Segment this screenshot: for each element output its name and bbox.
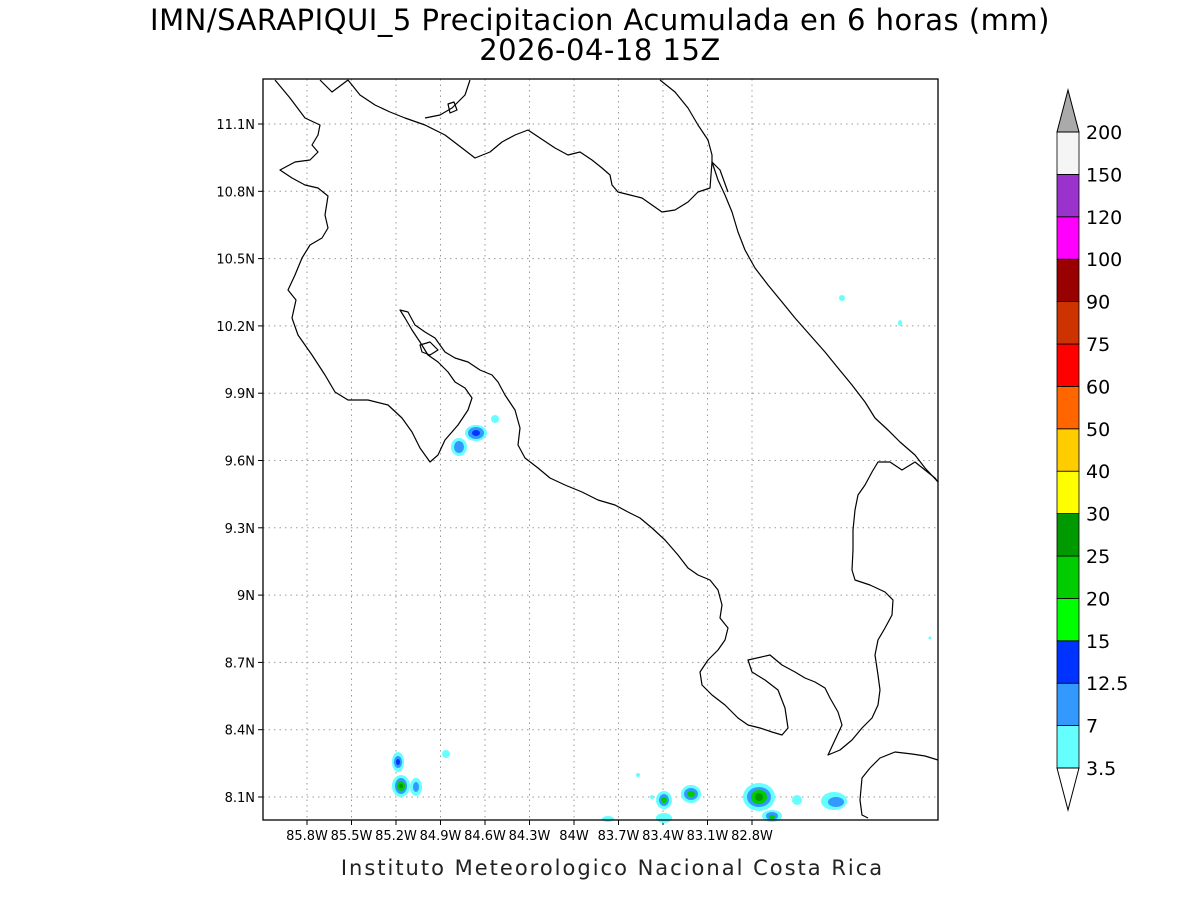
colorbar-swatch (1056, 173, 1080, 218)
lat-tick-label: 8.4N (225, 724, 255, 739)
rain-cell (602, 816, 614, 822)
colorbar-label: 20 (1086, 588, 1110, 610)
colorbar-label: 50 (1086, 419, 1110, 441)
rain-cell (792, 795, 802, 805)
lon-tick-label: 85.5W (331, 829, 373, 844)
rain-cell (636, 773, 640, 777)
chira-island (419, 341, 439, 356)
colorbar-label: 40 (1086, 461, 1110, 483)
rain-cell (656, 813, 672, 823)
rain-cell (821, 792, 847, 810)
colorbar-label: 100 (1086, 249, 1122, 271)
colorbar-label: 90 (1086, 292, 1110, 314)
colorbar-swatch (1056, 470, 1080, 515)
nicaragua-north-shore (659, 79, 713, 162)
lat-tick-label: 8.7N (225, 656, 255, 671)
lon-tick-label: 84.6W (464, 829, 506, 844)
colorbar-top-arrow (1056, 88, 1080, 133)
lat-tick-label: 9.3N (225, 522, 255, 537)
nicaragua-inland-coast (424, 79, 471, 119)
colorbar-label: 7 (1086, 716, 1098, 738)
rain-cell (743, 783, 775, 811)
colorbar-label: 200 (1086, 122, 1122, 144)
colorbar-swatch (1056, 598, 1080, 642)
lat-tick-label: 10.5N (216, 253, 255, 268)
colorbar-swatch (1056, 258, 1080, 303)
precipitation-field (392, 295, 932, 823)
rain-cell (410, 778, 422, 796)
colorbar-label: 3.5 (1086, 758, 1116, 780)
colorbar-label: 120 (1086, 207, 1122, 229)
rain-cell (839, 295, 845, 301)
lake-island (447, 101, 458, 114)
panama-coast (869, 751, 939, 769)
colorbar-swatch (1056, 555, 1080, 599)
rain-cell (656, 791, 672, 809)
lon-tick-label: 82.8W (731, 829, 773, 844)
rain-cell (451, 438, 467, 456)
nicaragua-lake-shore (274, 79, 939, 756)
longitude-tick-labels: 85.8W 85.5W 85.2W 84.9W 84.6W 84.3W 84W 83.7W 83… (286, 829, 773, 844)
graticule (258, 79, 938, 825)
colorbar-label: 15 (1086, 631, 1110, 653)
lon-tick-label: 84.9W (420, 829, 462, 844)
colorbar-swatch (1056, 385, 1080, 430)
lat-tick-label: 8.1N (225, 791, 255, 806)
rain-cell (465, 425, 487, 441)
lat-tick-label: 9N (237, 589, 255, 604)
lat-tick-label: 10.2N (216, 320, 255, 335)
coastline (274, 79, 939, 819)
rain-cell (681, 785, 701, 803)
rain-cell (392, 752, 404, 772)
nicaragua-border (347, 79, 713, 213)
lon-tick-label: 84.3W (509, 829, 551, 844)
caribbean-coast (711, 161, 939, 483)
colorbar-label: 30 (1086, 504, 1110, 526)
lat-tick-label: 10.8N (216, 185, 255, 200)
colorbar-swatch (1056, 428, 1080, 472)
colorbar-swatch (1056, 513, 1080, 557)
latitude-tick-labels: 11.1N 10.8N 10.5N 10.2N 9.9N 9.6N 9.3N 9N 8.7N 8.… (216, 118, 255, 806)
map-frame (262, 78, 939, 821)
rain-cell (928, 636, 932, 640)
lat-tick-label: 9.6N (225, 455, 255, 470)
colorbar-swatch (1056, 343, 1080, 387)
map-title: IMN/SARAPIQUI_5 Precipitacion Acumulada … (150, 3, 1050, 37)
panama-border (859, 767, 871, 819)
colorbar-swatch (1056, 301, 1080, 345)
rain-cell (491, 415, 499, 423)
colorbar-swatch (1056, 682, 1080, 727)
rain-cell (442, 750, 450, 758)
lon-tick-label: 83.4W (642, 829, 684, 844)
lon-tick-label: 83.7W (598, 829, 640, 844)
rain-cell (392, 775, 410, 797)
lon-tick-label: 84W (559, 829, 589, 844)
colorbar: 3.5 7 12.5 15 20 25 30 40 50 60 75 90 100 120 150 200 (1056, 88, 1128, 812)
lake-shore-upper (319, 79, 349, 93)
lon-tick-label: 85.8W (286, 829, 328, 844)
colorbar-label: 75 (1086, 334, 1110, 356)
lon-tick-label: 83.1W (687, 829, 729, 844)
colorbar-bottom-arrow (1056, 767, 1080, 812)
colorbar-swatch (1056, 640, 1080, 684)
lon-tick-label: 85.2W (375, 829, 417, 844)
colorbar-label: 150 (1086, 164, 1122, 186)
map-subtitle: 2026-04-18 15Z (479, 33, 721, 67)
colorbar-swatch (1056, 216, 1080, 260)
lat-tick-label: 11.1N (216, 118, 255, 133)
colorbar-label: 25 (1086, 546, 1110, 568)
rain-cell (762, 810, 782, 822)
colorbar-label: 12.5 (1086, 673, 1128, 695)
rain-cell (650, 795, 654, 799)
colorbar-swatch (1056, 725, 1080, 769)
colorbar-swatch (1056, 131, 1080, 175)
colorbar-label: 60 (1086, 376, 1110, 398)
rain-cell (898, 320, 902, 326)
lat-tick-label: 9.9N (225, 387, 255, 402)
credit-text: Instituto Meteorologico Nacional Costa R… (340, 856, 885, 880)
